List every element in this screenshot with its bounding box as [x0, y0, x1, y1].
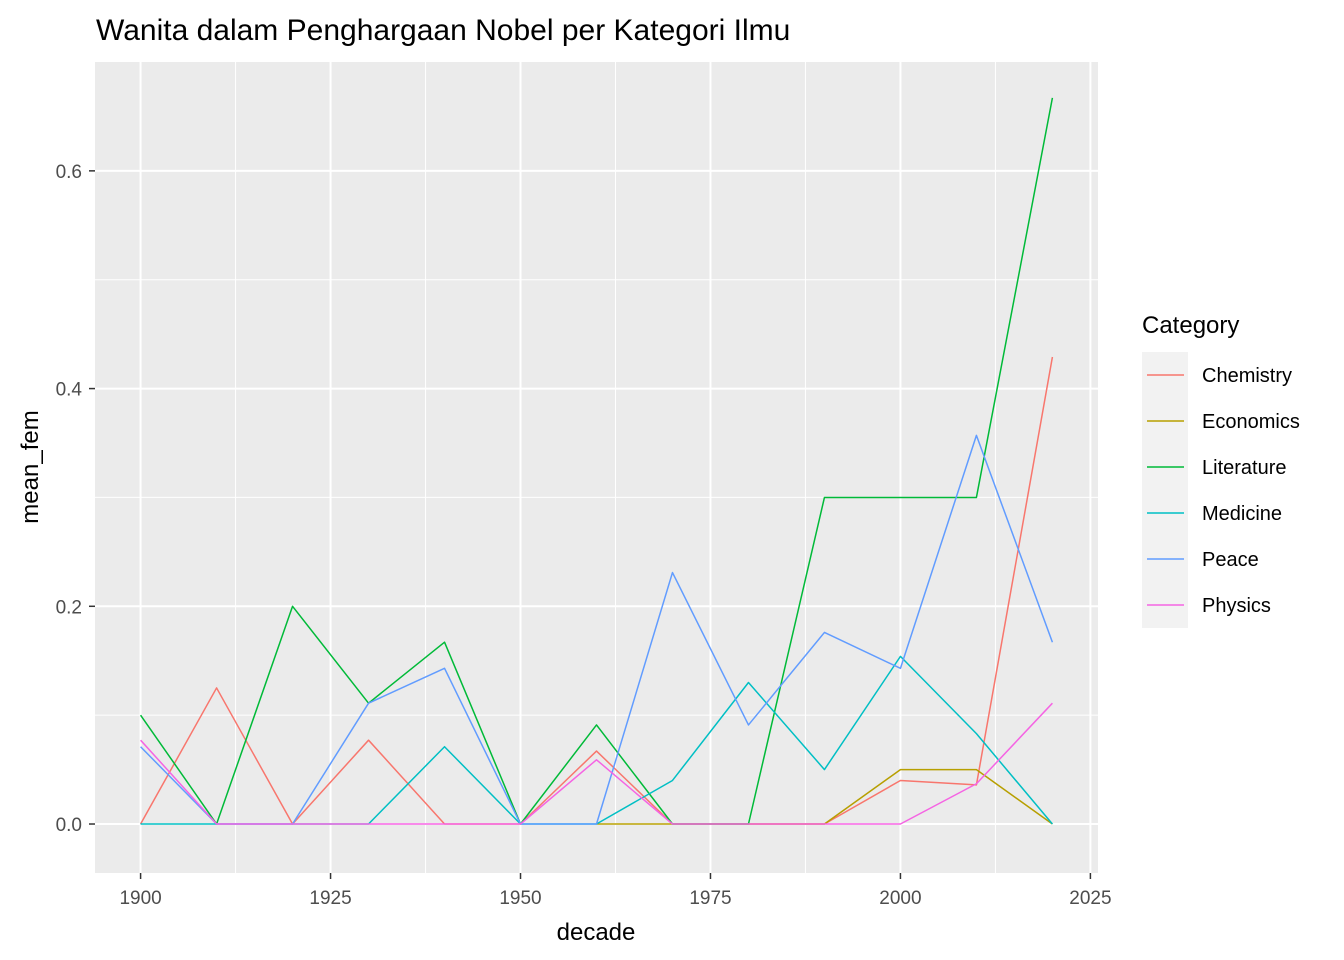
- legend-title: Category: [1142, 312, 1239, 339]
- series-line-physics: [140, 702, 1053, 825]
- legend-label-physics: Physics: [1202, 595, 1271, 617]
- x-tick-label: 1925: [309, 888, 351, 909]
- series-line-literature: [139, 97, 1054, 825]
- y-axis-title: mean_fem: [17, 410, 44, 523]
- x-tick-label: 1950: [499, 888, 541, 909]
- legend-label-economics: Economics: [1202, 411, 1300, 433]
- chart-title: Wanita dalam Penghargaan Nobel per Kateg…: [96, 14, 790, 47]
- legend: Category Chemistry Economics Literature Med…: [1142, 312, 1300, 628]
- y-tick-label: 0.0: [56, 815, 82, 836]
- y-tick-label: 0.4: [56, 380, 83, 401]
- y-tick-label: 0.6: [56, 162, 82, 183]
- plot-panel: [95, 62, 1098, 873]
- x-tick-label: 1900: [119, 888, 161, 909]
- legend-label-literature: Literature: [1202, 457, 1287, 479]
- legend-label-peace: Peace: [1202, 549, 1259, 571]
- x-tick-label: 2000: [879, 888, 921, 909]
- legend-label-chemistry: Chemistry: [1202, 365, 1292, 387]
- y-axis: 0.0 0.2 0.4 0.6: [56, 162, 95, 836]
- y-tick-label: 0.2: [56, 597, 82, 618]
- legend-label-medicine: Medicine: [1202, 503, 1282, 525]
- x-tick-label: 2025: [1069, 888, 1111, 909]
- x-axis: 1900 1925 1950 1975 2000 2025: [119, 873, 1112, 909]
- series-lines: [139, 97, 1054, 825]
- x-tick-label: 1975: [689, 888, 731, 909]
- x-axis-title: decade: [557, 919, 636, 946]
- legend-key-background: [1142, 352, 1188, 628]
